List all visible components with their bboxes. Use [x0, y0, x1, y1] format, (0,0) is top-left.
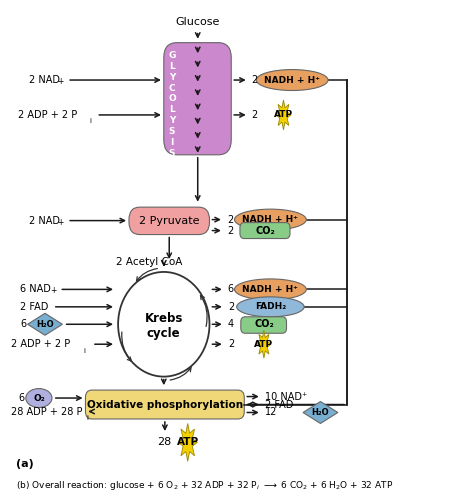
Text: 2: 2	[228, 339, 234, 349]
Text: C: C	[169, 84, 176, 93]
Text: +: +	[57, 218, 64, 227]
Text: I: I	[170, 138, 174, 147]
Text: 2 Acetyl CoA: 2 Acetyl CoA	[116, 257, 182, 267]
Text: L: L	[169, 61, 175, 71]
Text: 2 FAD: 2 FAD	[265, 400, 294, 410]
Text: 2 Pyruvate: 2 Pyruvate	[139, 216, 199, 226]
Text: NADH + H⁺: NADH + H⁺	[242, 285, 298, 294]
Text: H₂O: H₂O	[311, 408, 329, 417]
Text: S: S	[169, 128, 175, 137]
Text: 6: 6	[20, 319, 26, 329]
Polygon shape	[276, 100, 291, 130]
Text: i: i	[86, 415, 88, 421]
Ellipse shape	[237, 297, 304, 317]
Text: +: +	[50, 286, 56, 295]
FancyBboxPatch shape	[164, 43, 231, 155]
Text: O: O	[168, 94, 176, 103]
FancyBboxPatch shape	[241, 317, 287, 333]
FancyBboxPatch shape	[129, 207, 210, 234]
Text: (a): (a)	[16, 459, 34, 469]
FancyBboxPatch shape	[85, 390, 244, 419]
Ellipse shape	[26, 389, 52, 408]
Text: i: i	[83, 348, 85, 354]
Text: 28 ADP + 28 P: 28 ADP + 28 P	[11, 407, 82, 416]
Polygon shape	[303, 402, 338, 423]
Text: 2: 2	[227, 215, 233, 225]
Text: O₂: O₂	[33, 394, 45, 403]
Text: Oxidative phosphorylation: Oxidative phosphorylation	[87, 400, 243, 410]
Text: cycle: cycle	[147, 327, 181, 340]
Ellipse shape	[234, 279, 306, 300]
Text: 28: 28	[157, 437, 171, 448]
Text: S: S	[169, 149, 175, 158]
Text: 10 NAD⁺: 10 NAD⁺	[265, 392, 307, 402]
Text: NADH + H⁺: NADH + H⁺	[264, 76, 320, 85]
Text: 2 NAD: 2 NAD	[29, 216, 60, 226]
Text: ATP: ATP	[274, 110, 293, 119]
Text: +: +	[57, 77, 64, 86]
Polygon shape	[257, 330, 271, 358]
Text: L: L	[169, 105, 175, 114]
Text: 2 ADP + 2 P: 2 ADP + 2 P	[12, 339, 71, 349]
Text: 4: 4	[228, 319, 234, 329]
Text: 12: 12	[265, 408, 277, 417]
Text: i: i	[89, 118, 91, 124]
Text: 2: 2	[227, 226, 233, 235]
Text: Krebs: Krebs	[145, 312, 183, 325]
Text: CO₂: CO₂	[254, 319, 274, 329]
Text: Glucose: Glucose	[176, 17, 220, 27]
Text: FADH₂: FADH₂	[255, 302, 286, 311]
Ellipse shape	[256, 70, 328, 91]
Text: G: G	[169, 50, 176, 59]
Text: 2: 2	[252, 75, 258, 85]
Text: 6 NAD: 6 NAD	[20, 284, 51, 294]
Circle shape	[118, 272, 210, 376]
Text: 2 NAD: 2 NAD	[29, 75, 60, 85]
Text: CO₂: CO₂	[255, 226, 275, 235]
Ellipse shape	[234, 209, 306, 230]
Text: 2 ADP + 2 P: 2 ADP + 2 P	[18, 110, 77, 120]
Text: 2 FAD: 2 FAD	[20, 302, 49, 312]
Text: 2: 2	[228, 302, 234, 312]
Text: NADH + H⁺: NADH + H⁺	[242, 215, 298, 224]
Text: Y: Y	[169, 116, 175, 125]
Text: 2: 2	[252, 110, 258, 120]
Polygon shape	[178, 423, 198, 461]
Text: Y: Y	[169, 73, 175, 82]
Text: 6: 6	[18, 393, 24, 403]
Text: H₂O: H₂O	[36, 320, 54, 329]
Polygon shape	[28, 313, 63, 335]
Text: 6: 6	[228, 284, 234, 294]
Text: ATP: ATP	[255, 340, 274, 349]
FancyBboxPatch shape	[240, 223, 290, 238]
Text: (b) Overall reaction: glucose + 6 O$_2$ + 32 ADP + 32 P$_i$ $\longrightarrow$ 6 : (b) Overall reaction: glucose + 6 O$_2$ …	[16, 479, 393, 492]
Text: ATP: ATP	[177, 437, 199, 448]
